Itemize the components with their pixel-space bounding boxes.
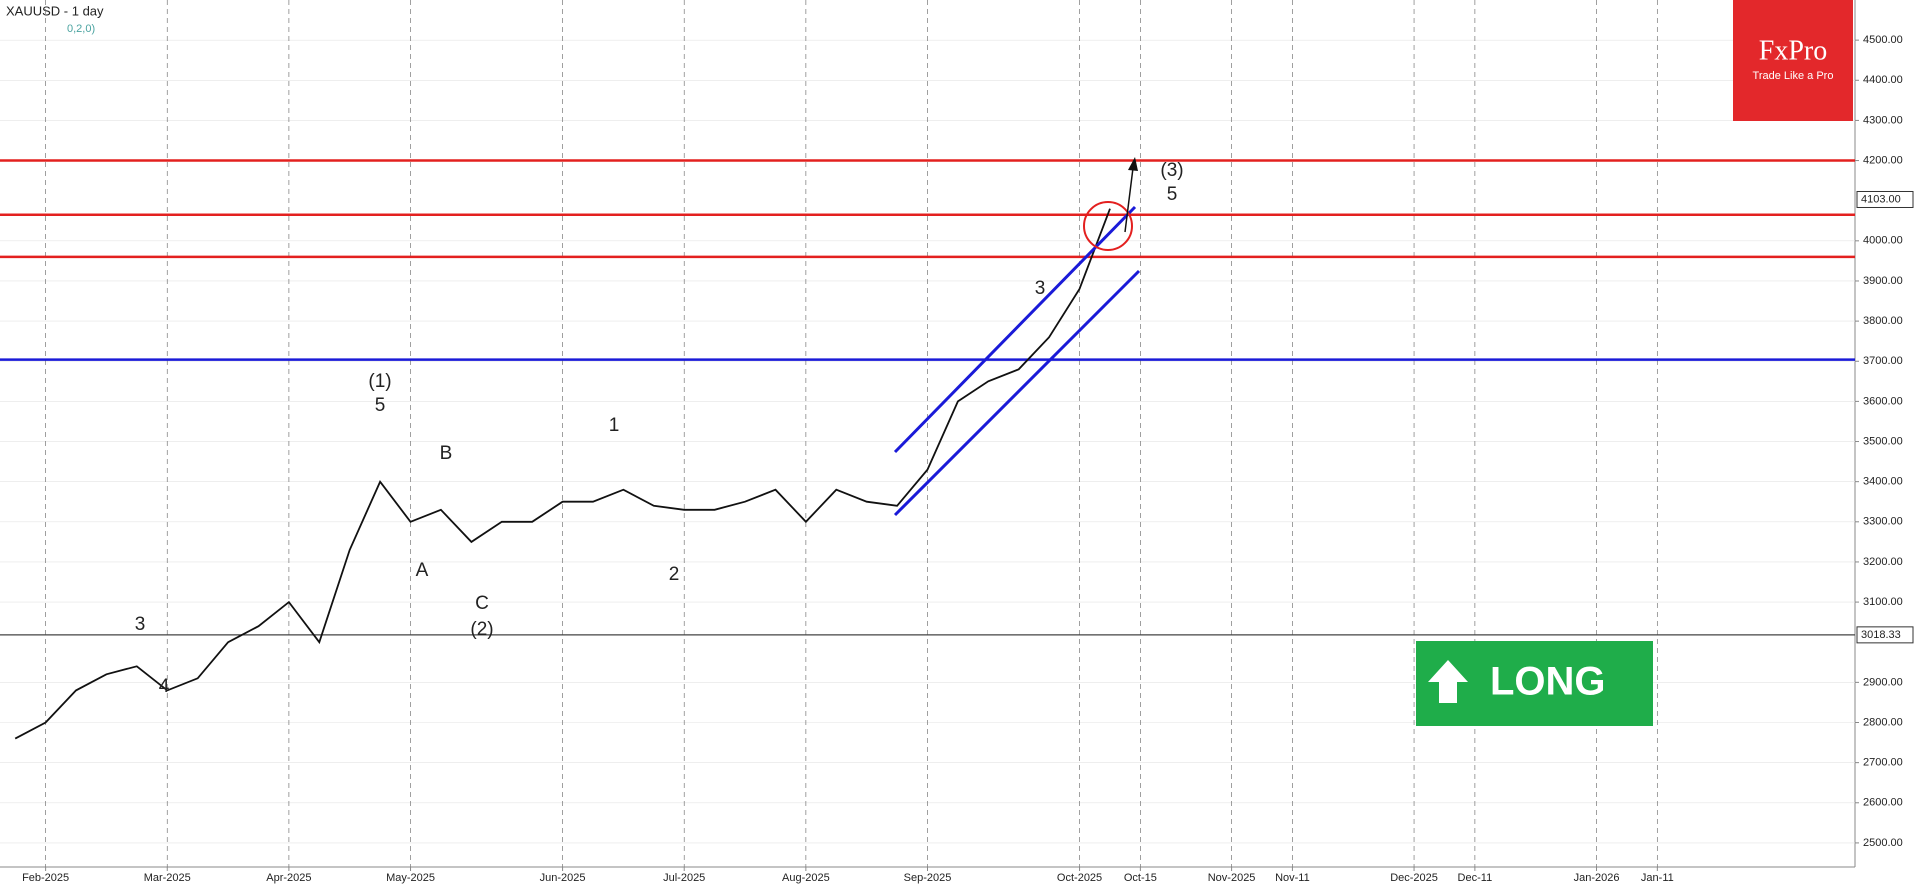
y-tick-label: 2700.00 (1863, 757, 1903, 769)
y-tick-label: 3600.00 (1863, 395, 1903, 407)
target-arrow (1124, 167, 1134, 233)
y-tick-label: 2800.00 (1863, 716, 1903, 728)
y-tick-label: 3200.00 (1863, 556, 1903, 568)
wave-label: 2 (669, 564, 680, 585)
logo-box (1733, 0, 1853, 121)
x-tick-label: Nov-11 (1275, 872, 1310, 884)
badge-arrow (1428, 660, 1468, 703)
y-tick-label: 2900.00 (1863, 676, 1903, 688)
y-tick-label: 4000.00 (1863, 235, 1903, 247)
wave-label: 4 (159, 676, 170, 697)
price-marker-label: 4103.00 (1861, 193, 1901, 205)
wave-label: 3 (1035, 278, 1046, 299)
x-tick-label: Jan-2026 (1574, 872, 1620, 884)
channel-lower (893, 269, 1141, 517)
wave-label: A (416, 560, 429, 581)
x-tick-label: Oct-15 (1124, 872, 1157, 884)
y-tick-label: 3400.00 (1863, 476, 1903, 488)
x-tick-label: Aug-2025 (782, 872, 830, 884)
y-tick-label: 2500.00 (1863, 837, 1903, 849)
y-tick-label: 4200.00 (1863, 154, 1903, 166)
logo-brand: FxPro (1759, 35, 1827, 66)
long-badge: LONG (1416, 641, 1653, 726)
x-tick-label: Jan-11 (1641, 872, 1674, 884)
logo-tagline: Trade Like a Pro (1753, 70, 1834, 82)
price-line (14, 208, 1111, 740)
y-tick-label: 3100.00 (1863, 596, 1903, 608)
wave-label: 5 (1167, 184, 1178, 205)
wave-label: 3 (135, 614, 146, 635)
chart-title: XAUUSD - 1 day (6, 3, 104, 18)
x-tick-label: Feb-2025 (22, 872, 69, 884)
y-tick-label: 3700.00 (1863, 355, 1903, 367)
wave-label: 1 (609, 415, 620, 436)
y-tick-label: 4400.00 (1863, 74, 1903, 86)
wave-label: (1) (368, 371, 391, 392)
price-marker (1856, 626, 1914, 644)
y-tick-label: 2600.00 (1863, 797, 1903, 809)
x-tick-label: Nov-2025 (1208, 872, 1256, 884)
wave-label: (2) (470, 619, 493, 640)
y-tick-label: 3500.00 (1863, 435, 1903, 447)
badge-text: LONG (1490, 660, 1606, 704)
y-tick-label: 3300.00 (1863, 516, 1903, 528)
chart-subtitle: 0,2,0) (67, 23, 95, 35)
price-marker (1856, 190, 1914, 208)
x-tick-label: Sep-2025 (904, 872, 952, 884)
y-tick-label: 3900.00 (1863, 275, 1903, 287)
x-tick-label: Oct-2025 (1057, 872, 1102, 884)
target-arrow-head (1128, 157, 1138, 171)
x-tick-label: Dec-11 (1458, 872, 1493, 884)
channel-upper (893, 205, 1137, 454)
y-tick-label: 3800.00 (1863, 315, 1903, 327)
logo: FxPro Trade Like a Pro (1733, 0, 1853, 121)
x-tick-label: May-2025 (386, 872, 435, 884)
price-marker-label: 3018.33 (1861, 629, 1901, 641)
channel (893, 157, 1141, 517)
wave-label: B (440, 443, 453, 464)
wave-label: (3) (1160, 160, 1183, 181)
y-tick-label: 4300.00 (1863, 114, 1903, 126)
wave-label: 5 (375, 395, 386, 416)
x-tick-label: Dec-2025 (1390, 872, 1438, 884)
x-tick-label: Mar-2025 (144, 872, 191, 884)
x-tick-label: Jul-2025 (663, 872, 705, 884)
y-tick-label: 4500.00 (1863, 34, 1903, 46)
x-tick-label: Jun-2025 (540, 872, 586, 884)
wave-label: C (475, 593, 489, 614)
highlight-circle (1083, 201, 1133, 251)
x-tick-label: Apr-2025 (266, 872, 311, 884)
